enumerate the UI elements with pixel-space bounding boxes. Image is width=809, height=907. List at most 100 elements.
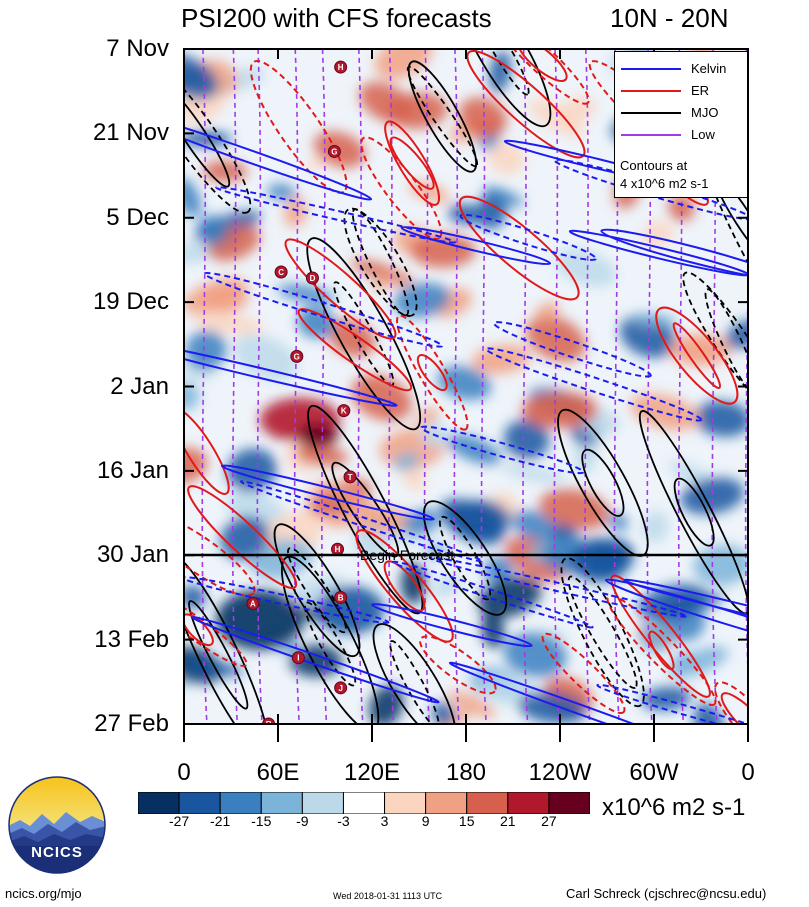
x-tick-label: 60E xyxy=(256,759,300,786)
shade-blob xyxy=(284,197,308,228)
contour-line xyxy=(321,49,328,724)
svg-text:K: K xyxy=(341,407,347,416)
contour-line xyxy=(388,49,395,724)
y-tick-label: 19 Dec xyxy=(92,288,169,316)
storm-marker: D xyxy=(305,271,319,285)
legend-swatch xyxy=(621,90,681,92)
contour-line xyxy=(389,136,435,190)
legend-item-er: ER xyxy=(621,82,745,102)
contour-line xyxy=(351,208,410,317)
shade-blob xyxy=(185,330,227,370)
contour-line xyxy=(184,110,373,201)
contour-line xyxy=(711,49,718,724)
legend-item-low: Low xyxy=(621,126,745,146)
region-label: 10N - 20N xyxy=(610,3,729,33)
contour-line xyxy=(371,603,533,648)
x-tick-label: 180 xyxy=(445,759,487,786)
colorbar-swatch xyxy=(138,792,180,814)
shade-blob xyxy=(504,419,550,460)
legend-swatch xyxy=(621,134,681,136)
contour-line xyxy=(343,207,418,317)
svg-text:C: C xyxy=(289,859,295,868)
contour-line xyxy=(220,464,435,521)
contour-line xyxy=(600,228,748,281)
shade-blob xyxy=(202,283,249,314)
colorbar-tick-label: 15 xyxy=(458,813,475,829)
plot-area: H G C D G K T H A B I J R E C xyxy=(184,49,748,881)
contour-line xyxy=(568,229,748,277)
shade-blob xyxy=(628,313,677,327)
contour-line xyxy=(249,60,348,194)
y-tick-label: 13 Feb xyxy=(94,625,169,653)
contour-line xyxy=(458,195,580,301)
contour-line xyxy=(384,120,441,206)
colorbar-swatch xyxy=(301,792,344,814)
contour-line xyxy=(428,556,688,618)
y-tick-label: 5 Dec xyxy=(106,203,169,231)
contour-line xyxy=(560,557,645,708)
contour-line xyxy=(184,339,398,407)
contour-line xyxy=(522,49,529,724)
svg-text:J: J xyxy=(338,684,342,693)
author-credit: Carl Schreck (cjschrec@ncsu.edu) xyxy=(566,886,767,901)
svg-text:T: T xyxy=(348,473,353,482)
shade-blob xyxy=(216,590,304,650)
legend-item-mjo: MJO xyxy=(621,104,745,124)
contour-line xyxy=(201,49,208,724)
wave-contours xyxy=(184,49,748,724)
shade-blob xyxy=(539,488,610,530)
svg-text:G: G xyxy=(294,352,300,361)
contour-line xyxy=(187,485,298,589)
shade-blob xyxy=(487,141,525,175)
shade-blob xyxy=(184,585,207,609)
contour-line xyxy=(606,594,717,707)
shade-blob xyxy=(233,334,298,381)
contour-line xyxy=(357,49,364,724)
legend-note-line1: Contours at xyxy=(620,158,688,173)
colorbar-swatch xyxy=(425,792,468,814)
svg-text:D: D xyxy=(310,274,316,283)
storm-marker: T xyxy=(343,470,357,484)
contour-line xyxy=(184,56,252,214)
shade-blob xyxy=(693,703,724,724)
storm-marker: E xyxy=(460,869,472,881)
y-tick-label: 2 Jan xyxy=(110,372,169,400)
colorbar-swatch xyxy=(260,792,303,814)
storm-marker: C xyxy=(274,265,288,279)
contour-line xyxy=(610,574,711,698)
contour-line xyxy=(420,425,585,475)
axis-ticks xyxy=(183,48,749,742)
shade-blob xyxy=(478,576,542,618)
colorbar-tick-label: -15 xyxy=(251,813,272,829)
contour-line xyxy=(448,661,710,724)
shade-blob xyxy=(184,382,200,411)
contour-line xyxy=(191,616,440,704)
contour-line xyxy=(453,49,460,724)
contour-line xyxy=(184,83,231,188)
shade-blob xyxy=(393,282,451,318)
contour-line xyxy=(416,354,448,392)
contour-line xyxy=(280,555,380,724)
colorbar-tick-label: 21 xyxy=(500,813,516,829)
ncics-logo xyxy=(8,776,106,874)
contour-line xyxy=(581,448,625,517)
shade-blob xyxy=(447,690,496,718)
y-tick-label: 30 Jan xyxy=(96,541,169,569)
colorbar-swatch xyxy=(178,792,221,814)
shade-blob xyxy=(403,509,439,536)
colorbar-swatch xyxy=(219,792,262,814)
svg-text:B: B xyxy=(338,593,344,602)
storm-marker: B xyxy=(334,590,348,604)
storm-marker: H xyxy=(334,60,348,74)
contour-line xyxy=(541,632,626,715)
shade-blob xyxy=(192,312,264,335)
contour-line xyxy=(184,408,230,495)
svg-text:A: A xyxy=(250,599,256,608)
website-link[interactable]: ncics.org/mjo xyxy=(5,886,82,901)
contour-line xyxy=(567,575,638,689)
contour-line xyxy=(273,523,361,658)
shade-blob xyxy=(351,374,412,422)
storm-marker: G xyxy=(290,349,304,363)
shade-blob xyxy=(374,49,433,80)
chart-legend: Kelvin ER MJO Low Contours at 4 x10^6 m2… xyxy=(614,51,748,198)
